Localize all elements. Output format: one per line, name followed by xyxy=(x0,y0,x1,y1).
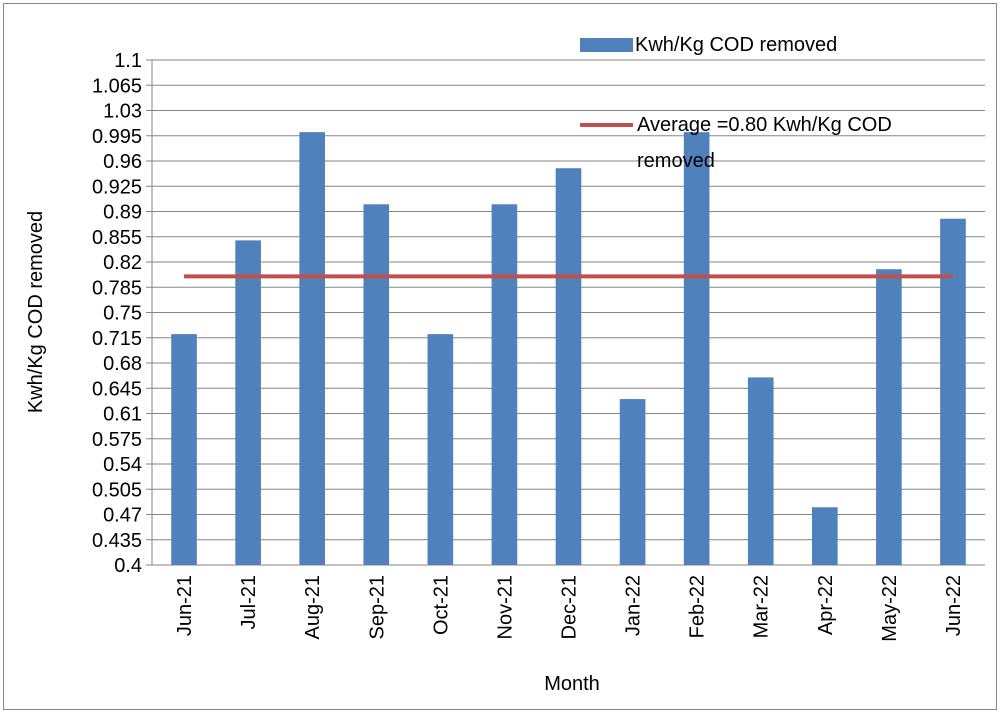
y-tick-label: 1.03 xyxy=(103,101,142,123)
y-tick-label: 0.61 xyxy=(103,404,142,426)
x-tick-label: Jul-21 xyxy=(238,575,260,629)
bar xyxy=(811,507,838,565)
bar xyxy=(491,204,518,566)
y-tick-label: 1.1 xyxy=(114,50,142,72)
legend-swatch xyxy=(580,38,633,52)
x-tick-label: Aug-21 xyxy=(302,575,324,640)
bar xyxy=(555,168,582,565)
bar xyxy=(299,132,326,565)
x-tick-label: Oct-21 xyxy=(430,575,452,635)
legend-label: Kwh/Kg COD removed xyxy=(635,34,838,56)
y-tick-label: 0.4 xyxy=(114,555,142,577)
bar xyxy=(235,240,261,565)
y-tick-label: 0.715 xyxy=(92,328,142,350)
x-tick-label: Mar-22 xyxy=(751,575,773,638)
x-tick-label: May-22 xyxy=(879,575,901,642)
x-tick-label: Dec-21 xyxy=(559,575,581,639)
y-tick-label: 0.855 xyxy=(92,227,142,249)
x-axis-title: Month xyxy=(544,673,600,695)
y-tick-label: 0.68 xyxy=(103,353,142,375)
y-tick-label: 1.065 xyxy=(92,75,142,97)
y-tick-label: 0.82 xyxy=(103,252,142,274)
y-tick-label: 0.575 xyxy=(92,429,142,451)
y-tick-label: 0.435 xyxy=(92,530,142,552)
bar xyxy=(427,334,454,565)
y-axis-title: Kwh/Kg COD removed xyxy=(25,211,47,413)
bar xyxy=(940,218,966,565)
y-tick-label: 0.505 xyxy=(92,479,142,501)
bar xyxy=(619,399,646,565)
x-tick-label: Jan-22 xyxy=(623,575,645,636)
bar xyxy=(876,269,902,565)
y-tick-label: 0.96 xyxy=(103,151,142,173)
bar xyxy=(363,204,390,566)
x-tick-label: Sep-21 xyxy=(366,575,388,640)
bar xyxy=(683,132,710,565)
x-tick-label: Nov-21 xyxy=(494,575,516,639)
y-tick-label: 0.645 xyxy=(92,378,142,400)
legend-label: Average =0.80 Kwh/Kg COD removed xyxy=(637,114,892,172)
x-tick-label: Jun-22 xyxy=(943,575,965,636)
x-tick-label: Jun-21 xyxy=(174,575,196,636)
y-tick-label: 0.925 xyxy=(92,176,142,198)
y-tick-label: 0.75 xyxy=(103,303,142,325)
y-tick-label: 0.785 xyxy=(92,277,142,299)
y-tick-label: 0.54 xyxy=(103,454,142,476)
chart-border xyxy=(3,3,997,710)
bar xyxy=(747,377,774,565)
x-tick-label: Feb-22 xyxy=(687,575,709,638)
x-tick-label: Apr-22 xyxy=(815,575,837,635)
y-tick-label: 0.995 xyxy=(92,126,142,148)
y-tick-label: 0.89 xyxy=(103,202,142,224)
bar xyxy=(171,334,197,565)
y-tick-label: 0.47 xyxy=(103,505,142,527)
